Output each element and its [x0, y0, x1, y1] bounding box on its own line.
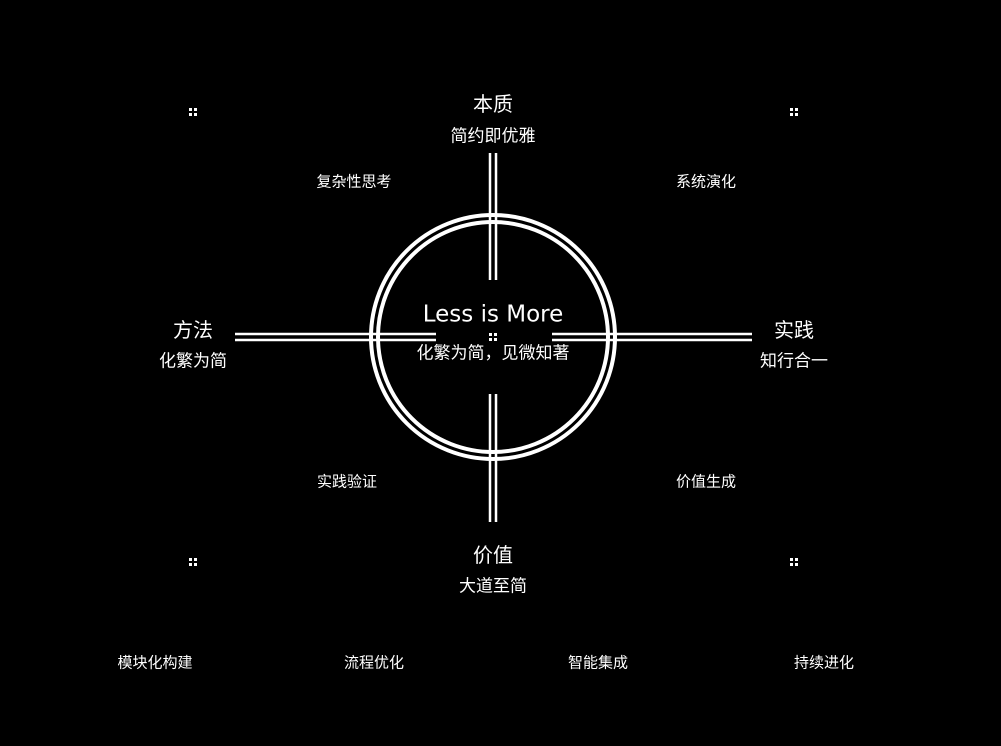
corner-marker-bottom-left — [189, 558, 197, 566]
axis-bottom — [488, 394, 498, 522]
footer-item: 流程优化 — [343, 653, 405, 672]
pole-right-subtitle: 知行合一 — [760, 351, 828, 372]
pole-bottom-title: 价值 — [473, 543, 513, 567]
footer-item: 持续进化 — [793, 653, 855, 672]
axis-right — [552, 332, 752, 342]
corner-marker-top-right — [790, 108, 798, 116]
pole-top-subtitle: 简约即优雅 — [450, 126, 536, 147]
center-title: Less is More — [422, 301, 564, 328]
pole-top-title: 本质 — [473, 92, 513, 116]
quadrant-bottom-right-label: 价值生成 — [675, 472, 737, 491]
pole-bottom-subtitle: 大道至简 — [459, 576, 527, 597]
pole-right-title: 实践 — [774, 318, 814, 342]
axis-top — [488, 153, 498, 280]
footer-item: 智能集成 — [567, 653, 629, 672]
center-circle-inner — [376, 220, 610, 454]
pole-left-title: 方法 — [173, 318, 213, 342]
quadrant-bottom-left-label: 实践验证 — [316, 472, 378, 491]
center-subtitle: 化繁为简，见微知著 — [416, 343, 570, 364]
pole-left-subtitle: 化繁为简 — [159, 351, 227, 372]
footer-item: 模块化构建 — [117, 653, 193, 672]
axis-left — [235, 332, 436, 342]
quadrant-top-right-label: 系统演化 — [675, 172, 737, 191]
corner-marker-bottom-right — [790, 558, 798, 566]
corner-marker-top-left — [189, 108, 197, 116]
quadrant-top-left-label: 复杂性思考 — [316, 172, 392, 191]
center-circle-outer — [369, 213, 617, 461]
center-marker — [489, 333, 497, 341]
